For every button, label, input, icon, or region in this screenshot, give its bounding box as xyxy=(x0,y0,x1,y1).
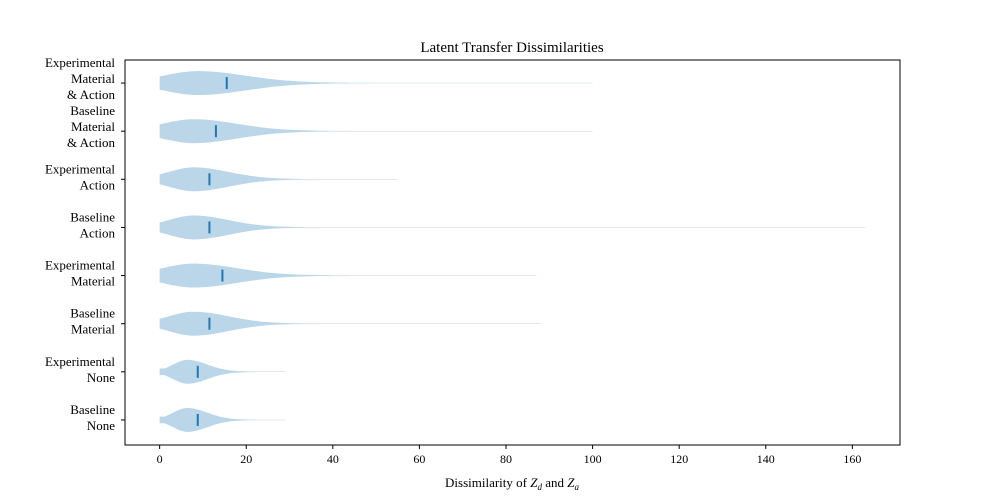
x-tick-label: 0 xyxy=(157,452,163,466)
category-label: Baseline None xyxy=(70,402,115,433)
category-label-line: Baseline xyxy=(70,306,115,321)
x-tick-label: 40 xyxy=(327,452,339,466)
chart-title: Latent Transfer Dissimilarities xyxy=(420,40,603,56)
category-label-line: & Action xyxy=(67,87,116,102)
category-label-line: Action xyxy=(80,177,116,192)
plot-frame xyxy=(124,59,901,446)
x-tick-label: 20 xyxy=(240,452,252,466)
category-label: Experimental Material & Action xyxy=(45,55,116,102)
violin-body xyxy=(159,119,593,144)
category-label: Baseline Material & Action xyxy=(67,103,116,150)
x-tick-label: 100 xyxy=(584,452,602,466)
category-label: Experimental Material xyxy=(45,258,115,289)
category-label-line: Material xyxy=(71,274,115,289)
violin-body xyxy=(159,263,537,288)
x-axis-label-and: and xyxy=(542,475,567,490)
x-axis-label-za-sub: a xyxy=(574,482,579,492)
category-label-line: None xyxy=(87,418,115,433)
x-tick-label: 140 xyxy=(757,452,775,466)
category-label-line: Experimental xyxy=(45,161,115,176)
violin-group xyxy=(159,71,866,432)
x-axis-label: Dissimilarity of Zd and Za xyxy=(445,475,579,492)
x-axis-ticks: 0 20 40 60 80 100 120 140 160 xyxy=(157,445,861,466)
category-label-line: Experimental xyxy=(45,258,115,273)
category-label-line: Material xyxy=(71,119,115,134)
category-label-line: Baseline xyxy=(70,209,115,224)
x-tick-label: 160 xyxy=(843,452,861,466)
x-axis-label-prefix: Dissimilarity of xyxy=(445,475,530,490)
x-axis-label-zd: Z xyxy=(530,475,538,490)
category-label: Baseline Material xyxy=(70,306,115,337)
category-label-line: Material xyxy=(71,322,115,337)
category-label-line: Experimental xyxy=(45,55,115,70)
category-label: Experimental Action xyxy=(45,161,116,192)
x-axis-label-za: Z xyxy=(567,475,575,490)
violin-body xyxy=(159,359,286,384)
category-label-line: Baseline xyxy=(70,103,115,118)
violin-body xyxy=(159,311,541,336)
violin-body xyxy=(159,407,286,432)
x-tick-label: 60 xyxy=(413,452,425,466)
category-label-line: & Action xyxy=(67,135,116,150)
category-label: Baseline Action xyxy=(70,209,115,240)
category-label-line: Experimental xyxy=(45,354,115,369)
violin-body xyxy=(159,215,866,240)
violin-body xyxy=(159,167,398,192)
category-label-line: Material xyxy=(71,71,115,86)
category-label-line: Action xyxy=(80,225,116,240)
x-axis-label-zd-sub: d xyxy=(537,482,542,492)
violin-body xyxy=(159,71,593,96)
category-label-line: Baseline xyxy=(70,402,115,417)
category-label: Experimental None xyxy=(45,354,115,385)
category-label-line: None xyxy=(87,370,115,385)
x-tick-label: 80 xyxy=(500,452,512,466)
x-tick-label: 120 xyxy=(670,452,688,466)
